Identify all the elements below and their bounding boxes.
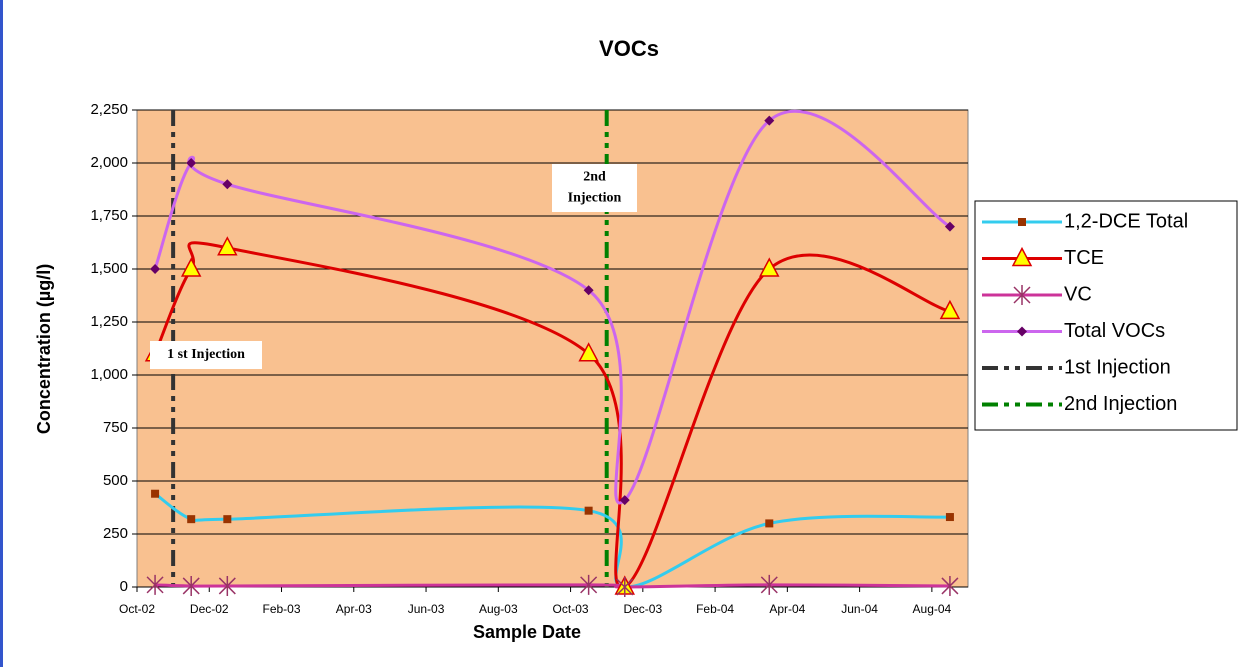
y-tick-label: 1,500 xyxy=(90,260,128,277)
marker xyxy=(150,264,161,274)
x-tick-label: Feb-04 xyxy=(696,602,734,616)
annotation-text: 2nd xyxy=(583,170,606,185)
y-axis-label: Concentration (µg/l) xyxy=(34,264,54,434)
x-tick-label: Aug-03 xyxy=(479,602,518,616)
marker xyxy=(180,257,202,277)
chart-title: VOCs xyxy=(599,36,659,61)
x-axis-label: Sample Date xyxy=(473,622,581,642)
y-tick-label: 750 xyxy=(103,419,128,436)
legend-marker xyxy=(1018,218,1026,226)
marker xyxy=(580,574,598,595)
marker xyxy=(765,519,774,528)
marker xyxy=(584,506,593,515)
legend-label: VC xyxy=(1064,283,1092,305)
marker xyxy=(222,179,233,190)
x-tick-label: Apr-04 xyxy=(769,602,805,616)
x-tick-label: Feb-03 xyxy=(263,602,301,616)
legend-marker xyxy=(1017,326,1027,337)
marker xyxy=(146,574,164,595)
marker xyxy=(217,236,238,256)
x-tick-label: Oct-03 xyxy=(553,602,589,616)
marker xyxy=(760,574,778,595)
marker xyxy=(578,342,599,362)
marker xyxy=(944,221,955,232)
marker xyxy=(186,158,197,168)
annotation-text: 1 st Injection xyxy=(167,347,245,362)
marker xyxy=(187,515,196,524)
y-tick-label: 1,250 xyxy=(90,313,128,330)
legend-label: 1st Injection xyxy=(1064,356,1171,378)
marker xyxy=(941,575,959,596)
annotation-text: Injection xyxy=(568,191,622,206)
y-tick-label: 2,000 xyxy=(90,154,128,171)
legend-label: 2nd Injection xyxy=(1064,393,1177,415)
legend-label: 1,2-DCE Total xyxy=(1064,210,1188,232)
x-tick-label: Oct-02 xyxy=(119,602,155,616)
marker xyxy=(764,115,775,126)
marker xyxy=(223,515,232,524)
annotation-box xyxy=(150,341,262,369)
marker xyxy=(619,495,630,506)
y-tick-label: 1,750 xyxy=(90,207,128,224)
x-tick-label: Aug-04 xyxy=(913,602,952,616)
legend-marker xyxy=(1013,285,1031,305)
marker xyxy=(218,575,236,596)
y-tick-label: 250 xyxy=(103,525,128,542)
annotation-box xyxy=(552,164,637,212)
y-tick-label: 0 xyxy=(120,578,128,595)
y-tick-label: 1,000 xyxy=(90,366,128,383)
y-tick-label: 500 xyxy=(103,472,128,489)
legend-label: TCE xyxy=(1064,247,1104,269)
marker xyxy=(182,575,200,596)
legend-marker xyxy=(1011,246,1033,267)
frame-edge xyxy=(0,0,3,667)
y-tick-label: 2,250 xyxy=(90,101,128,118)
x-tick-label: Jun-04 xyxy=(841,602,878,616)
legend-box xyxy=(974,200,1238,431)
marker xyxy=(759,257,780,277)
x-tick-label: Dec-03 xyxy=(623,602,662,616)
x-tick-label: Apr-03 xyxy=(336,602,372,616)
x-tick-label: Jun-03 xyxy=(408,602,445,616)
marker xyxy=(939,299,961,320)
marker xyxy=(616,577,634,597)
legend-label: Total VOCs xyxy=(1064,320,1165,342)
marker xyxy=(151,489,160,498)
marker xyxy=(583,285,594,296)
marker xyxy=(945,513,954,522)
x-tick-label: Dec-02 xyxy=(190,602,229,616)
